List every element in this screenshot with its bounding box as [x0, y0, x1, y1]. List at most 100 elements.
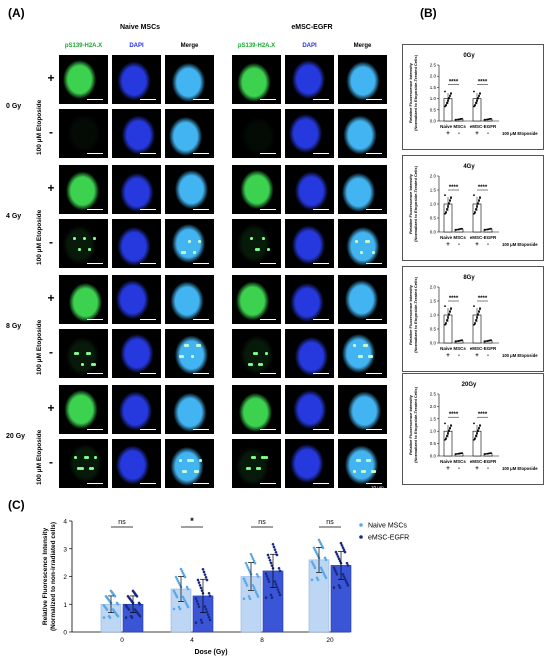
data-point — [450, 425, 452, 427]
data-point — [341, 546, 345, 549]
scale-bar — [260, 483, 276, 485]
scale-bar — [193, 319, 209, 321]
data-point — [185, 585, 189, 589]
focus-dot — [356, 459, 359, 462]
data-point — [133, 608, 137, 611]
channel-header-1: DAPI — [302, 43, 317, 49]
focus-dot — [74, 456, 77, 459]
data-point — [448, 97, 450, 100]
data-point — [176, 579, 180, 583]
data-point — [314, 550, 318, 554]
group-title-naive: Naive MSCs — [119, 24, 161, 31]
scale-bar — [193, 209, 209, 211]
focus-dot — [248, 467, 251, 470]
y-tick-label: 0.5 — [430, 107, 437, 112]
data-point — [180, 569, 184, 573]
data-point — [457, 118, 459, 121]
focus-dot — [183, 251, 186, 254]
focus-dot — [370, 355, 373, 358]
data-point — [450, 308, 452, 311]
data-point — [249, 553, 253, 556]
panel-b-chart-0Gy: 0Gy Relative Fluorescence Intensity (Norma… — [402, 44, 544, 150]
data-point — [478, 95, 480, 98]
significance-label: **** — [449, 412, 459, 418]
focus-dot — [255, 352, 258, 355]
data-point — [274, 551, 278, 554]
data-point — [474, 438, 476, 440]
data-point — [446, 319, 448, 322]
data-point — [341, 572, 345, 576]
scale-bar — [366, 153, 382, 155]
dose-label: 0 Gy — [6, 103, 22, 110]
y-axis-label: Relative Fluorescence Intensity — [408, 394, 413, 455]
scale-bar — [140, 209, 156, 211]
focus-dot — [184, 470, 187, 473]
focus-dot — [196, 344, 199, 347]
data-point — [274, 582, 278, 586]
data-point — [476, 100, 478, 102]
scale-bar — [87, 429, 103, 431]
data-point — [203, 573, 207, 576]
x-group-label: Naive MSCs — [440, 459, 466, 464]
data-point — [126, 594, 130, 598]
significance-label: **** — [478, 80, 488, 86]
data-point — [479, 197, 481, 200]
micrograph-tile — [232, 439, 281, 488]
y-tick-label: 1.0 — [430, 429, 437, 434]
focus-dot — [371, 470, 374, 473]
significance-label: **** — [478, 185, 488, 191]
data-point — [447, 206, 449, 208]
sign-minus: - — [49, 455, 53, 469]
data-point — [272, 545, 276, 549]
data-point — [444, 90, 446, 93]
micrograph-tile — [59, 439, 108, 488]
x-group-label: eMSC-EGFR — [470, 459, 497, 464]
focus-dot — [363, 470, 366, 473]
focus-dot — [261, 456, 264, 459]
micrograph-tile — [338, 219, 387, 268]
sign-plus: + — [47, 401, 55, 415]
data-point — [449, 427, 451, 430]
y-tick-label: 2.5 — [430, 392, 437, 397]
focus-dot — [189, 459, 192, 462]
data-point — [253, 561, 257, 565]
data-point — [276, 588, 280, 591]
focus-dot — [265, 352, 268, 355]
scale-bar — [193, 373, 209, 375]
data-point — [195, 599, 199, 603]
x-tick-label: 4 — [190, 637, 194, 644]
scale-bar — [313, 153, 329, 155]
data-point — [179, 567, 183, 571]
data-point — [255, 592, 259, 596]
channel-header-1: DAPI — [129, 43, 144, 49]
scale-bar — [366, 373, 382, 375]
treatment-sign: + — [446, 353, 450, 359]
data-point — [332, 566, 336, 569]
data-point — [476, 206, 478, 208]
y-tick-label: 0.0 — [430, 230, 437, 235]
scale-bar — [140, 153, 156, 155]
data-point — [102, 604, 106, 607]
y-tick-label: 0.0 — [430, 119, 437, 124]
data-point — [312, 546, 316, 550]
data-point — [484, 453, 486, 456]
x-group-label: eMSC-EGFR — [470, 235, 497, 240]
scale-bar — [313, 99, 329, 101]
data-point — [457, 452, 459, 455]
focus-dot — [91, 363, 94, 366]
focus-dot — [248, 363, 251, 366]
data-point — [475, 102, 477, 105]
focus-dot — [182, 470, 185, 473]
data-point — [175, 577, 179, 581]
focus-dot — [263, 456, 266, 459]
data-point — [256, 595, 260, 598]
data-point — [446, 435, 448, 438]
data-point — [450, 197, 452, 200]
data-point — [250, 555, 254, 558]
micrograph-tile — [232, 55, 281, 104]
micrograph-tile — [59, 219, 108, 268]
y-tick-label: 1.5 — [430, 416, 437, 421]
data-point — [207, 615, 211, 619]
data-point — [346, 584, 350, 587]
data-point — [265, 574, 269, 578]
